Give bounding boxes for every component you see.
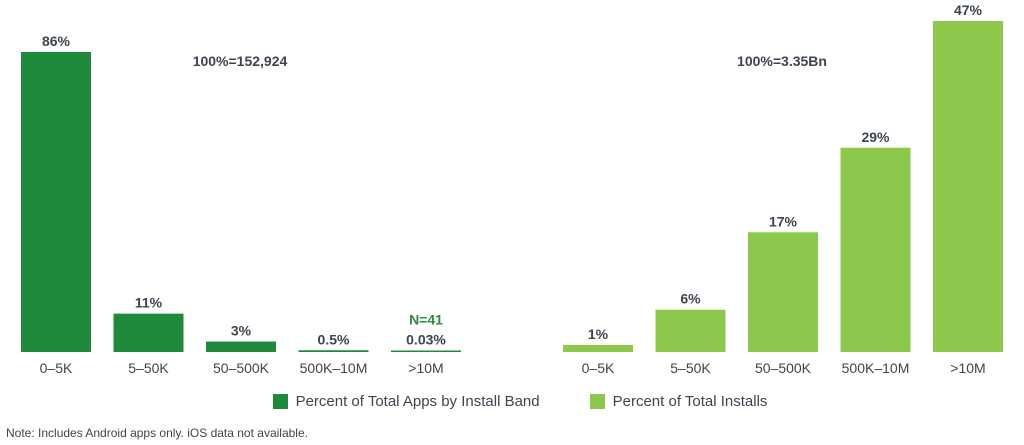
total-label-installs: 100%=3.35Bn [737, 53, 827, 69]
value-label-installs-4: 47% [954, 2, 983, 18]
bar-installs-1 [655, 309, 726, 352]
value-label-apps-0: 86% [42, 33, 71, 49]
value-label-installs-3: 29% [861, 129, 890, 145]
value-label-apps-4: 0.03% [406, 332, 446, 348]
bar-installs-0 [563, 344, 633, 352]
value-label-installs-1: 6% [680, 291, 701, 307]
legend-item-apps: Percent of Total Apps by Install Band [272, 393, 540, 410]
value-label-apps-2: 3% [231, 323, 252, 339]
legend-swatch-installs [589, 394, 605, 409]
tick-label-installs-1: 5–50K [670, 360, 711, 376]
install-band-charts: 86% 0–5K 11% 5–50K 3% 50–500K 0.5% 500K–10M 0.03… [21, 2, 1003, 376]
tick-label-installs-2: 50–500K [755, 360, 812, 376]
bar-apps-4 [391, 350, 461, 352]
bar-apps-0 [21, 52, 91, 352]
tick-label-installs-0: 0–5K [582, 360, 615, 376]
annotation-apps-4: N=41 [409, 312, 443, 328]
value-label-apps-1: 11% [135, 295, 163, 311]
footnote: Note: Includes Android apps only. iOS da… [6, 426, 308, 440]
value-label-apps-3: 0.5% [318, 331, 350, 347]
tick-label-apps-2: 50–500K [213, 360, 270, 376]
bar-installs-3 [840, 147, 911, 352]
bar-installs-4 [933, 21, 1003, 352]
legend-swatch-apps [272, 394, 288, 409]
tick-label-apps-1: 5–50K [128, 360, 169, 376]
tick-label-apps-0: 0–5K [40, 360, 73, 376]
value-label-installs-2: 17% [769, 213, 798, 229]
bar-installs-2 [748, 232, 818, 352]
bar-apps-2 [206, 341, 276, 352]
legend: Percent of Total Apps by Install Band Pe… [0, 393, 1024, 410]
bar-apps-1 [113, 313, 184, 352]
total-label-apps: 100%=152,924 [193, 53, 288, 69]
bar-apps-3 [298, 350, 369, 352]
tick-label-apps-4: >10M [408, 360, 443, 376]
legend-label-installs: Percent of Total Installs [612, 393, 768, 410]
legend-item-installs: Percent of Total Installs [589, 393, 768, 410]
legend-label-apps: Percent of Total Apps by Install Band [295, 393, 540, 410]
tick-label-installs-3: 500K–10M [842, 360, 910, 376]
tick-label-apps-3: 500K–10M [300, 360, 368, 376]
value-label-installs-0: 1% [588, 326, 609, 342]
tick-label-installs-4: >10M [950, 360, 985, 376]
